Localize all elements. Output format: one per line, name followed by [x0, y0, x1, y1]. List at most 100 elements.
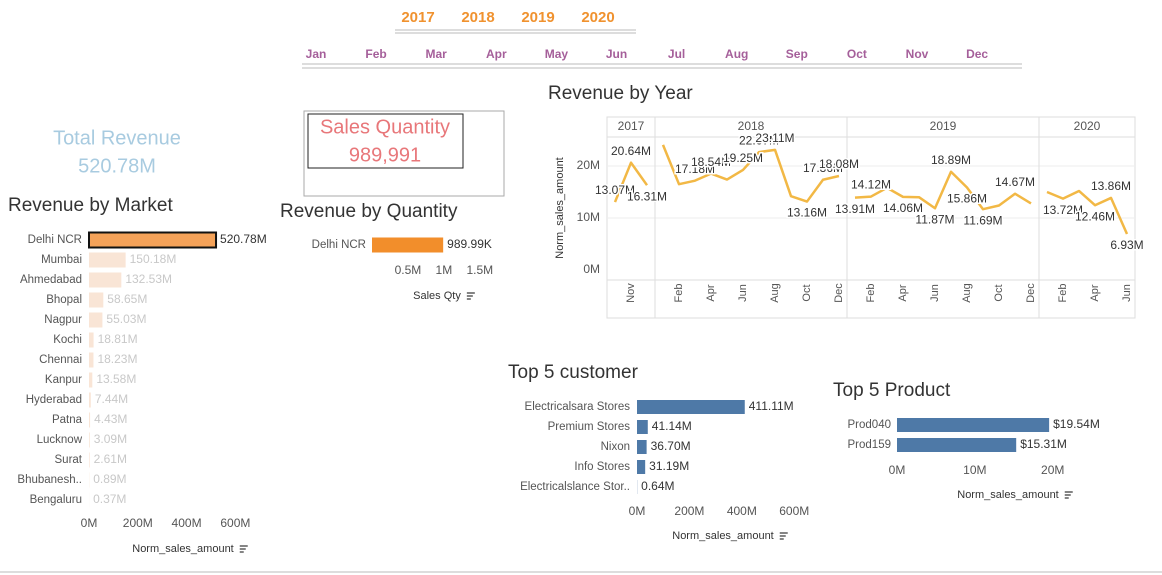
x-tick-label: Feb — [865, 284, 877, 303]
y-tick-label: Patna — [52, 414, 83, 426]
kpi-value: 989,991 — [349, 144, 421, 166]
x-tick-label: Nov — [625, 283, 637, 303]
y-tick-label: Hyderabad — [26, 394, 82, 406]
x-tick-label: Jun — [1121, 284, 1133, 302]
bar[interactable] — [637, 460, 646, 474]
x-tick-label: 10M — [963, 463, 986, 477]
y-tick-label: Lucknow — [37, 434, 83, 446]
bar[interactable] — [88, 231, 218, 249]
x-tick-label: 600M — [779, 504, 809, 518]
x-tick-label: 200M — [123, 516, 153, 530]
value-label: 14.06M — [883, 201, 923, 215]
value-label: 6.93M — [1110, 238, 1143, 252]
value-label: 13.58M — [96, 372, 136, 386]
chart-title: Revenue by Quantity — [280, 201, 458, 222]
x-tick-label: 0M — [81, 516, 98, 530]
value-label: 13.07M — [595, 183, 635, 197]
y-tick-label: Chennai — [39, 354, 82, 366]
chart-title: Top 5 Product — [833, 380, 951, 401]
x-axis-title: Norm_sales_amount — [672, 530, 774, 542]
x-tick-label: Feb — [673, 284, 685, 303]
value-label: 3.09M — [94, 432, 127, 446]
month-filter[interactable]: Jun — [606, 47, 627, 61]
pane-label: 2018 — [738, 119, 765, 133]
bar[interactable] — [89, 312, 103, 328]
bar[interactable] — [89, 292, 104, 308]
y-tick-label: Nixon — [601, 441, 630, 453]
value-label: 18.54M — [691, 155, 731, 169]
bar[interactable] — [897, 418, 1050, 432]
value-label: 18.08M — [819, 157, 859, 171]
month-filter[interactable]: Feb — [365, 47, 386, 61]
year-filter[interactable]: 2020 — [581, 9, 614, 26]
value-label: 0.37M — [93, 492, 126, 506]
year-filter[interactable]: 2017 — [401, 9, 434, 26]
x-tick-label: Oct — [801, 284, 813, 301]
x-tick-label: Feb — [1057, 284, 1069, 303]
y-tick-label: Bhopal — [46, 294, 82, 306]
line-series — [854, 170, 1032, 211]
y-tick-label: Nagpur — [44, 314, 82, 326]
bar[interactable] — [89, 452, 90, 468]
bar[interactable] — [89, 332, 94, 348]
value-label: 41.14M — [652, 419, 692, 433]
y-tick-label: Delhi NCR — [312, 239, 366, 251]
month-filter[interactable]: Oct — [847, 47, 867, 61]
value-label: 16.31M — [627, 189, 667, 203]
bar[interactable] — [637, 400, 745, 414]
value-label: 0.89M — [93, 472, 126, 486]
month-filter[interactable]: Jan — [306, 47, 327, 61]
value-label: 11.87M — [915, 212, 954, 226]
value-label: 14.12M — [851, 178, 891, 192]
month-filter[interactable]: Nov — [906, 47, 929, 61]
y-tick-label: Prod159 — [848, 439, 891, 451]
month-filter[interactable]: Dec — [966, 47, 988, 61]
x-tick-label: 1M — [436, 263, 453, 277]
x-tick-label: 400M — [727, 504, 757, 518]
value-label: 12.46M — [1075, 209, 1115, 223]
x-tick-label: 200M — [674, 504, 704, 518]
line-series — [613, 161, 649, 203]
bar[interactable] — [89, 272, 122, 288]
x-tick-label: 600M — [220, 516, 250, 530]
value-label: 2.61M — [94, 452, 127, 466]
value-label: 13.72M — [1043, 203, 1083, 217]
month-filter[interactable]: May — [545, 47, 569, 61]
x-axis-title: Norm_sales_amount — [957, 489, 1059, 501]
line-series — [661, 144, 840, 203]
kpi-box — [307, 113, 464, 169]
bar[interactable] — [89, 432, 90, 448]
month-filter[interactable]: Mar — [426, 47, 448, 61]
line-series — [1046, 189, 1129, 235]
month-filter[interactable]: Jul — [668, 47, 685, 61]
chart-title: Revenue by Year — [548, 83, 693, 104]
bar[interactable] — [89, 252, 126, 268]
bar[interactable] — [637, 420, 648, 434]
month-filter[interactable]: Apr — [486, 47, 507, 61]
y-tick-label: 0M — [583, 262, 600, 276]
year-filter[interactable]: 2019 — [521, 9, 554, 26]
bar[interactable] — [89, 412, 91, 428]
y-tick-label: Kochi — [53, 334, 82, 346]
value-label: 20.64M — [611, 144, 651, 158]
bar[interactable] — [637, 440, 647, 454]
pane-label: 2017 — [618, 119, 645, 133]
x-tick-label: 0.5M — [395, 263, 422, 277]
month-filter[interactable]: Aug — [725, 47, 748, 61]
bar[interactable] — [89, 372, 93, 388]
x-axis-title: Sales Qty — [413, 290, 461, 302]
value-label: 17.36M — [803, 161, 843, 175]
bar[interactable] — [372, 237, 444, 253]
value-label: 13.91M — [835, 202, 875, 216]
bar[interactable] — [89, 352, 94, 368]
year-filter[interactable]: 2018 — [461, 9, 494, 26]
y-tick-label: Info Stores — [574, 461, 630, 473]
pane-label: 2020 — [1074, 119, 1101, 133]
month-filter[interactable]: Sep — [786, 47, 808, 61]
bar[interactable] — [89, 392, 91, 408]
x-tick-label: Apr — [1089, 284, 1101, 301]
y-tick-label: Surat — [55, 454, 83, 466]
x-tick-label: Aug — [769, 283, 781, 303]
bar[interactable] — [897, 438, 1017, 452]
